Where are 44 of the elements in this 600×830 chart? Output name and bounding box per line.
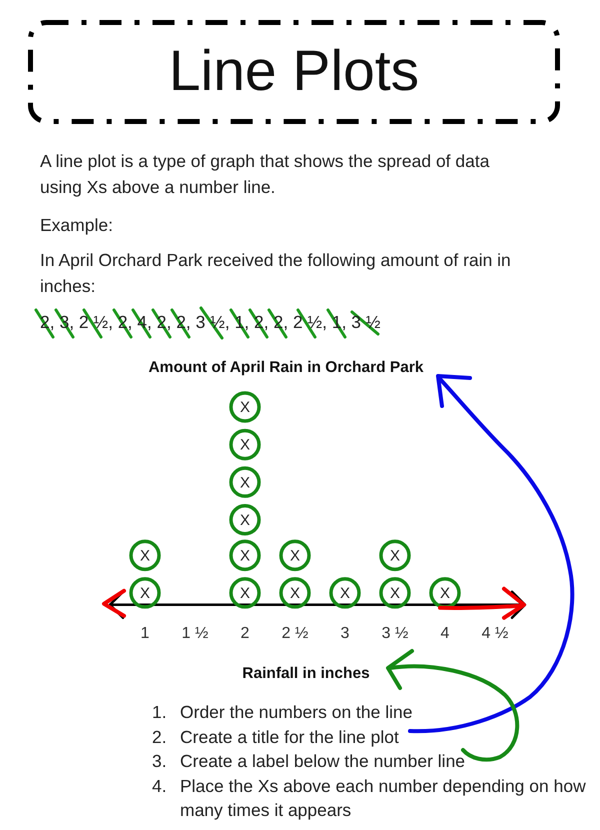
annotation: X xyxy=(140,585,150,602)
point xyxy=(229,466,261,498)
point xyxy=(229,577,261,609)
point xyxy=(229,504,261,536)
annotation: X xyxy=(240,399,250,416)
text: 2. Create a title for the line plot xyxy=(151,726,400,749)
x-tick-label: 3 ½ xyxy=(382,624,408,642)
text: 1. Order the numbers on the line xyxy=(151,701,414,724)
x-axis-title: Rainfall in inches xyxy=(241,665,371,683)
point xyxy=(229,540,261,572)
annotation: X xyxy=(340,585,350,602)
annotation: X xyxy=(390,547,400,564)
x-tick-label: 3 xyxy=(340,624,350,642)
point xyxy=(279,540,311,572)
x-tick-label: 4 ½ xyxy=(482,624,508,642)
text: A line plot is a type of graph that shows the spread of data using Xs above a number line. xyxy=(40,150,490,199)
point xyxy=(379,577,411,609)
annotation: X xyxy=(290,547,300,564)
point xyxy=(329,577,361,609)
point xyxy=(229,391,261,423)
point xyxy=(129,540,161,572)
annotation: X xyxy=(240,512,250,529)
text: 3. Create a label below the number line xyxy=(151,750,466,773)
text: 4. Place the Xs above each number depending on how many times it appears xyxy=(151,774,587,822)
x-tick-label: 1 xyxy=(140,624,150,642)
text: In April Orchard Park received the following amount of rain in inches: xyxy=(40,249,512,298)
x-tick-label: 2 ½ xyxy=(282,624,308,642)
point xyxy=(379,540,411,572)
chart-title: Amount of April Rain in Orchard Park xyxy=(147,359,424,377)
point xyxy=(279,577,311,609)
text: Example: xyxy=(40,214,114,237)
annotation: X xyxy=(240,436,250,454)
point xyxy=(229,428,261,460)
x-tick-label: 2 xyxy=(240,624,250,642)
annotation: X xyxy=(140,547,150,564)
x-tick-label: 1 ½ xyxy=(182,624,208,642)
annotation: X xyxy=(240,474,250,492)
annotation: X xyxy=(290,585,300,602)
x-tick-label: 4 xyxy=(440,624,450,642)
annotation: X xyxy=(240,547,250,564)
point xyxy=(129,577,161,609)
annotation: X xyxy=(390,585,400,602)
text: Line Plots xyxy=(168,38,420,105)
annotation: X xyxy=(240,585,250,602)
